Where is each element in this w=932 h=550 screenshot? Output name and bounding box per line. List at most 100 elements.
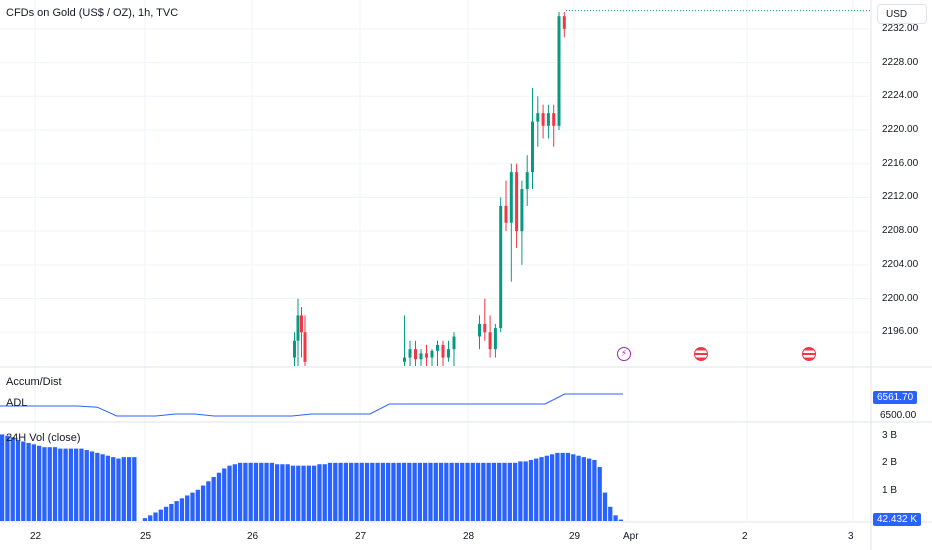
volume-bar — [576, 455, 581, 521]
candle-body — [562, 16, 566, 29]
volume-bar — [200, 485, 206, 521]
price-axis-tick: 2228.00 — [882, 56, 919, 68]
volume-axis-tick: 2 B — [882, 457, 898, 468]
volume-bar — [507, 462, 512, 521]
volume-bar — [10, 437, 15, 521]
volume-bar — [428, 462, 433, 521]
volume-bar — [227, 465, 232, 521]
candle-body — [504, 205, 508, 223]
volume-bar — [253, 462, 259, 521]
price-axis-tick: 2212.00 — [882, 191, 919, 203]
adl-line — [0, 393, 623, 417]
us-flag-icon[interactable] — [802, 347, 816, 361]
volume-bar — [74, 448, 79, 521]
time-axis-label: 26 — [247, 531, 259, 542]
volume-bar — [364, 462, 370, 521]
candle-body — [414, 349, 417, 360]
volume-bar — [169, 503, 174, 521]
price-axis-tick: 2196.00 — [882, 326, 919, 338]
volume-bar — [338, 462, 343, 521]
volume-bar — [306, 465, 311, 521]
candle-body — [403, 357, 406, 362]
candle-body — [536, 113, 540, 122]
volume-axis-tick: 3 B — [882, 430, 898, 441]
price-axis-tick: 2216.00 — [882, 157, 919, 169]
price-axis-tick: 2204.00 — [882, 258, 919, 270]
volume-bar — [534, 458, 539, 521]
candle-body — [430, 350, 434, 358]
volume-bar — [121, 457, 126, 521]
volume-bar — [174, 501, 179, 521]
volume-bar — [518, 461, 523, 521]
volume-bar — [37, 445, 42, 521]
volume-bar — [259, 462, 264, 521]
volume-bar — [586, 458, 592, 521]
volume-bar — [571, 454, 576, 521]
volume-bar — [560, 452, 565, 521]
candle-body — [436, 344, 439, 351]
volume-bar — [327, 462, 333, 521]
currency-button[interactable]: USD — [877, 4, 927, 24]
volume-bar — [296, 465, 301, 521]
volume-bar — [89, 451, 95, 521]
volume-bar — [497, 462, 502, 521]
volume-bar — [343, 462, 349, 521]
volume-bar — [290, 465, 296, 521]
volume-bar — [592, 459, 597, 521]
us-flag-icon[interactable] — [694, 347, 708, 361]
volume-bar — [555, 452, 560, 521]
volume-bar — [47, 447, 52, 521]
volume-bar — [444, 462, 449, 521]
volume-bar — [322, 464, 327, 521]
volume-bar — [412, 462, 417, 521]
volume-bar — [58, 448, 63, 521]
volume-bar — [280, 464, 285, 521]
volume-bar — [438, 462, 444, 521]
volume-bar — [481, 462, 486, 521]
time-axis-label: 29 — [569, 531, 581, 542]
volume-bar — [126, 457, 132, 521]
candle-body — [499, 205, 503, 329]
time-axis-label: 3 — [848, 531, 854, 542]
candle-body — [541, 113, 545, 126]
volume-bar — [502, 462, 507, 521]
volume-pane-title: 24H Vol (close) — [6, 432, 81, 444]
volume-bar — [449, 462, 454, 521]
volume-bar — [602, 492, 608, 521]
volume-bar — [391, 462, 396, 521]
volume-bar — [148, 515, 153, 521]
candle-body — [478, 323, 481, 337]
candle-body — [408, 349, 412, 358]
volume-bar — [264, 462, 269, 521]
lightning-icon[interactable]: ⚡ — [617, 347, 631, 361]
volume-bar — [454, 462, 460, 521]
adl-pane-title: Accum/Dist — [6, 376, 62, 388]
volume-bar — [465, 462, 470, 521]
candle-body — [509, 172, 513, 223]
volume-bar — [31, 444, 37, 521]
price-axis-tick: 2232.00 — [882, 22, 919, 34]
volume-bar — [549, 454, 555, 521]
candle-body — [296, 315, 300, 341]
volume-bar — [163, 506, 169, 521]
volume-bar — [269, 462, 274, 521]
volume-bar — [512, 462, 518, 521]
volume-bar — [317, 464, 322, 521]
adl-legend-label: ADL — [6, 397, 28, 409]
volume-bar — [608, 506, 613, 521]
time-axis-label: 22 — [30, 531, 42, 542]
volume-bar — [5, 435, 10, 521]
volume-bar — [613, 515, 618, 521]
time-axis-label: Apr — [623, 531, 639, 542]
volume-bar — [116, 458, 121, 521]
candle-body — [483, 323, 487, 333]
candle-body — [557, 16, 561, 126]
candle-body — [531, 121, 534, 173]
volume-bar — [105, 455, 111, 521]
volume-bar — [423, 462, 428, 521]
volume-bar — [84, 450, 89, 521]
volume-bar — [21, 441, 26, 521]
volume-bar — [354, 462, 359, 521]
volume-axis-tick: 1 B — [882, 485, 898, 496]
